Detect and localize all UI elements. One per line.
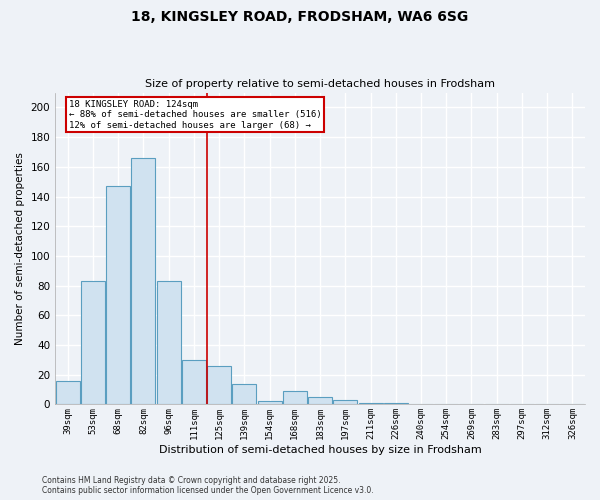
Bar (182, 360, 206, 405)
Bar (56, 380, 80, 404)
Bar (81, 281, 105, 404)
Bar (308, 397, 332, 404)
Bar (131, 158, 155, 404)
Title: Size of property relative to semi-detached houses in Frodsham: Size of property relative to semi-detach… (145, 79, 495, 89)
Bar (207, 366, 231, 405)
Bar (334, 400, 357, 404)
X-axis label: Distribution of semi-detached houses by size in Frodsham: Distribution of semi-detached houses by … (159, 445, 481, 455)
Text: 18, KINGSLEY ROAD, FRODSHAM, WA6 6SG: 18, KINGSLEY ROAD, FRODSHAM, WA6 6SG (131, 10, 469, 24)
Text: 18 KINGSLEY ROAD: 124sqm
← 88% of semi-detached houses are smaller (516)
12% of : 18 KINGSLEY ROAD: 124sqm ← 88% of semi-d… (69, 100, 322, 130)
Bar (157, 281, 181, 404)
Y-axis label: Number of semi-detached properties: Number of semi-detached properties (15, 152, 25, 345)
Bar (359, 403, 383, 404)
Bar (257, 402, 281, 404)
Text: Contains HM Land Registry data © Crown copyright and database right 2025.
Contai: Contains HM Land Registry data © Crown c… (42, 476, 374, 495)
Bar (283, 391, 307, 404)
Bar (232, 384, 256, 404)
Bar (384, 403, 408, 404)
Bar (106, 186, 130, 404)
